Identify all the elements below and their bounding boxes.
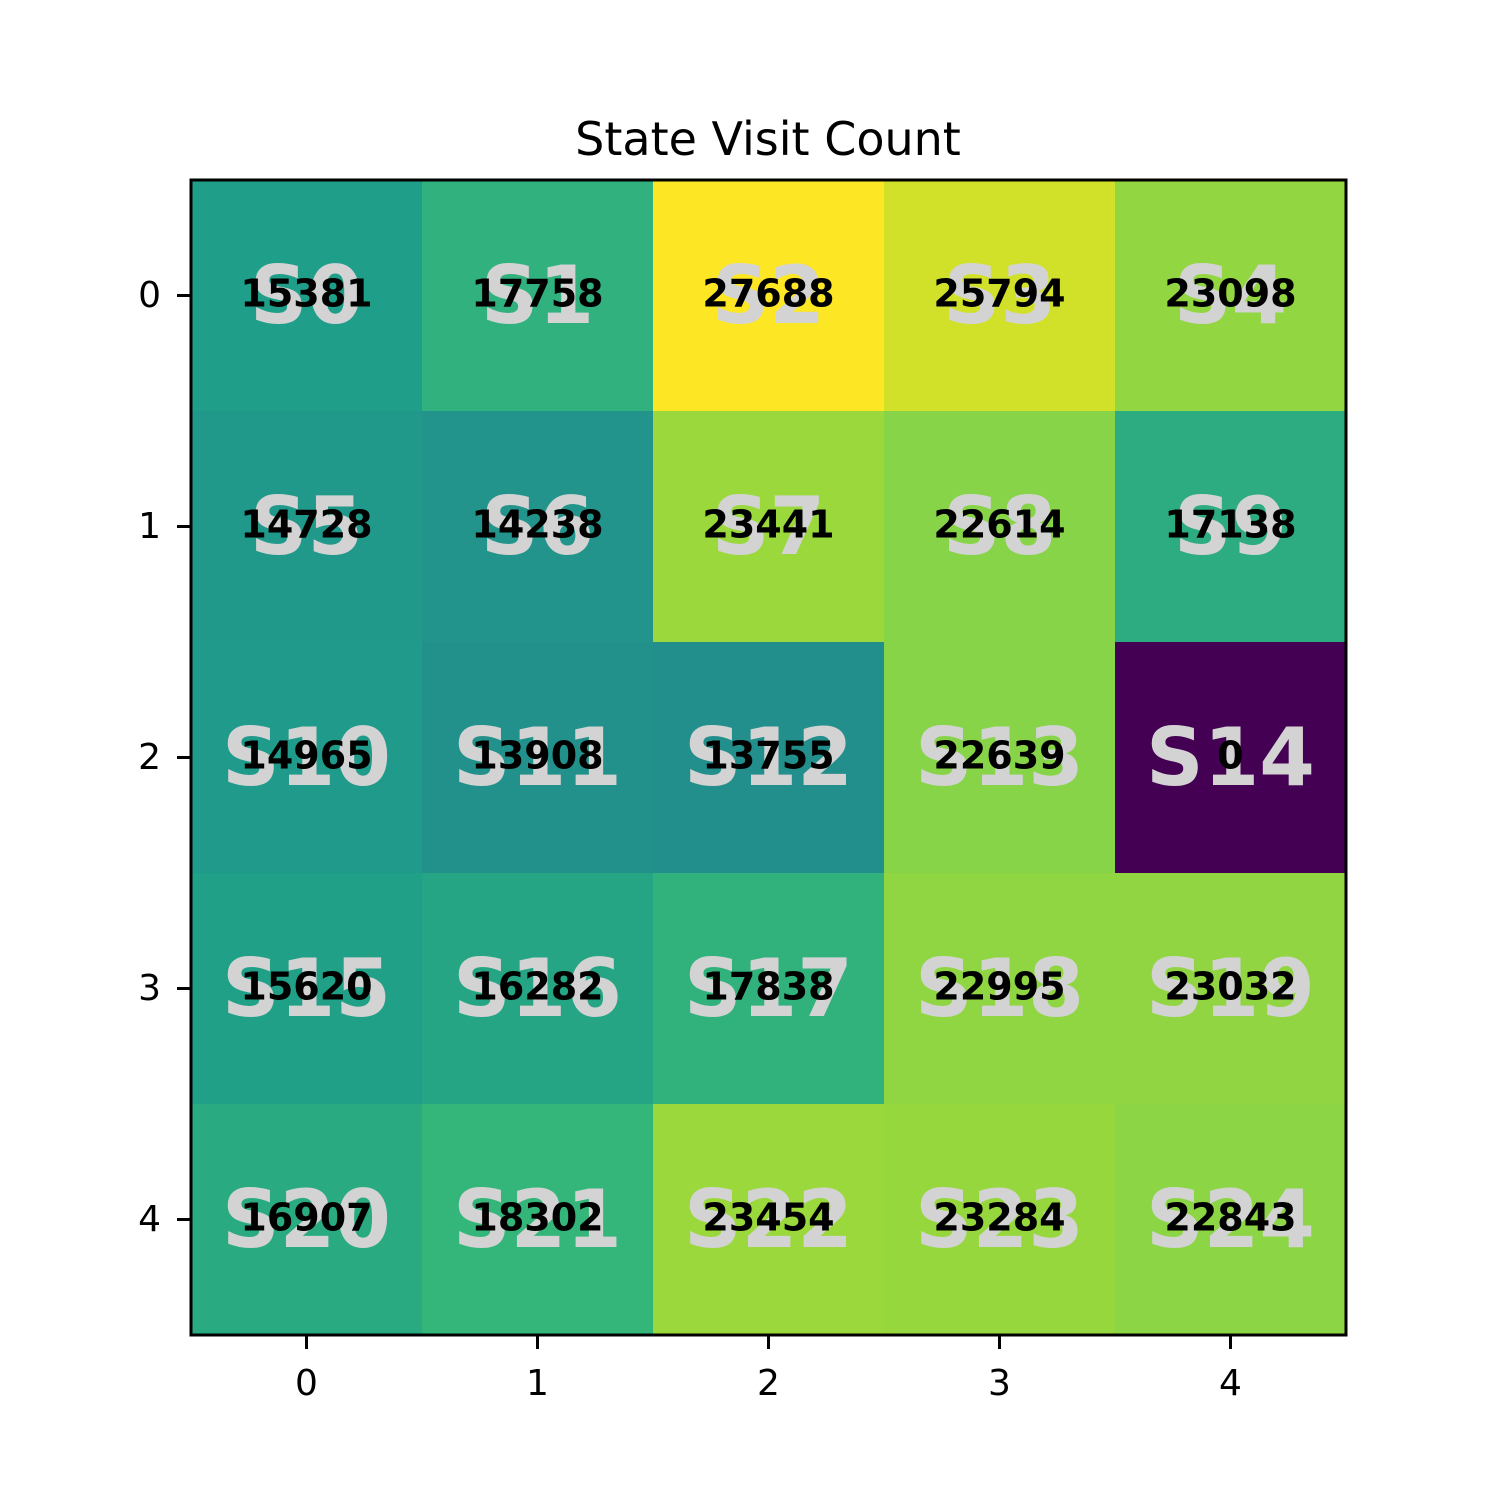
heatmap-cell (422, 1104, 654, 1336)
state-label: S14 (1146, 711, 1315, 804)
heatmap-cell (191, 873, 423, 1105)
heatmap-cell (191, 642, 423, 874)
heatmap-cell (191, 180, 423, 412)
heatmap-cell (884, 642, 1116, 874)
state-label: S13 (915, 711, 1084, 804)
heatmap-cell (1115, 1104, 1347, 1336)
count-labels: 15381 17758 27688 25794 23098 14728 14238 23441… (240, 272, 1296, 1240)
count-label: 15381 (240, 272, 372, 316)
heatmap-cells (191, 180, 1347, 1336)
state-label: S3 (943, 249, 1056, 342)
state-label: S10 (222, 711, 391, 804)
heatmap-cell (884, 1104, 1116, 1336)
heatmap-cell (653, 1104, 885, 1336)
state-label: S23 (915, 1173, 1084, 1266)
state-label: S24 (1146, 1173, 1315, 1266)
count-label: 22995 (933, 965, 1065, 1009)
count-label: 17838 (702, 965, 834, 1009)
chart-title: State Visit Count (575, 112, 961, 166)
count-label: 23441 (702, 503, 834, 547)
state-label: S9 (1174, 480, 1287, 573)
count-label: 27688 (702, 272, 834, 316)
y-tick-label: 1 (138, 506, 161, 547)
count-label: 18302 (471, 1196, 603, 1240)
x-tick-label: 4 (1219, 1363, 1242, 1404)
x-tick-label: 0 (295, 1363, 318, 1404)
heatmap-cell (422, 411, 654, 643)
state-label: S17 (684, 942, 853, 1035)
heatmap-cell (653, 411, 885, 643)
count-label: 16907 (240, 1196, 372, 1240)
x-tick-label: 1 (526, 1363, 549, 1404)
count-label: 23098 (1164, 272, 1296, 316)
count-label: 23454 (702, 1196, 834, 1240)
count-label: 13755 (702, 734, 834, 778)
x-tick-label: 2 (757, 1363, 780, 1404)
state-label: S12 (684, 711, 853, 804)
count-label: 22639 (933, 734, 1065, 778)
heatmap-cell (422, 873, 654, 1105)
state-label: S15 (222, 942, 391, 1035)
count-label: 17758 (471, 272, 603, 316)
count-label: 22843 (1164, 1196, 1296, 1240)
count-label: 16282 (471, 965, 603, 1009)
heatmap-cell (422, 180, 654, 412)
heatmap-cell (884, 873, 1116, 1105)
y-tick-label: 0 (138, 275, 161, 316)
heatmap-cell (1115, 411, 1347, 643)
heatmap-cell (884, 411, 1116, 643)
state-label: S7 (712, 480, 825, 573)
heatmap-cell (653, 642, 885, 874)
state-label: S18 (915, 942, 1084, 1035)
state-label: S6 (481, 480, 594, 573)
count-label: 14238 (471, 503, 603, 547)
heatmap-cell (884, 180, 1116, 412)
heatmap-cell (653, 180, 885, 412)
state-label: S0 (250, 249, 363, 342)
count-label: 25794 (933, 272, 1065, 316)
count-label: 13908 (471, 734, 603, 778)
state-label: S16 (453, 942, 622, 1035)
heatmap-cell (1115, 180, 1347, 412)
state-label: S22 (684, 1173, 853, 1266)
state-label: S21 (453, 1173, 622, 1266)
count-label: 23032 (1164, 965, 1296, 1009)
heatmap-cell (191, 411, 423, 643)
count-label: 14965 (240, 734, 372, 778)
y-tick-label: 3 (138, 968, 161, 1009)
x-tick-label: 3 (988, 1363, 1011, 1404)
count-label: 22614 (933, 503, 1065, 547)
state-labels: S0 S1 S2 S3 S4 S5 S6 S7 S8 S9 S10 S11 S12 S13 S14 S15 S1… (222, 249, 1315, 1266)
heatmap-cell (1115, 873, 1347, 1105)
count-label: 0 (1217, 734, 1243, 778)
y-tick-label: 4 (138, 1199, 161, 1240)
axis-ticks: 0 1 2 3 4 0 1 2 3 4 (138, 275, 1242, 1404)
count-label: 23284 (933, 1196, 1065, 1240)
heatmap-cell (422, 642, 654, 874)
state-label: S5 (250, 480, 363, 573)
state-label: S8 (943, 480, 1056, 573)
y-tick-label: 2 (138, 737, 161, 778)
state-label: S19 (1146, 942, 1315, 1035)
state-label: S11 (453, 711, 622, 804)
count-label: 15620 (240, 965, 372, 1009)
state-label: S4 (1174, 249, 1287, 342)
heatmap-cell (1115, 642, 1347, 874)
count-label: 14728 (240, 503, 372, 547)
state-label: S20 (222, 1173, 391, 1266)
heatmap-cell (653, 873, 885, 1105)
state-label: S2 (712, 249, 825, 342)
plot-frame (189, 178, 1348, 1337)
state-label: S1 (481, 249, 594, 342)
count-label: 17138 (1164, 503, 1296, 547)
heatmap-cell (191, 1104, 423, 1336)
